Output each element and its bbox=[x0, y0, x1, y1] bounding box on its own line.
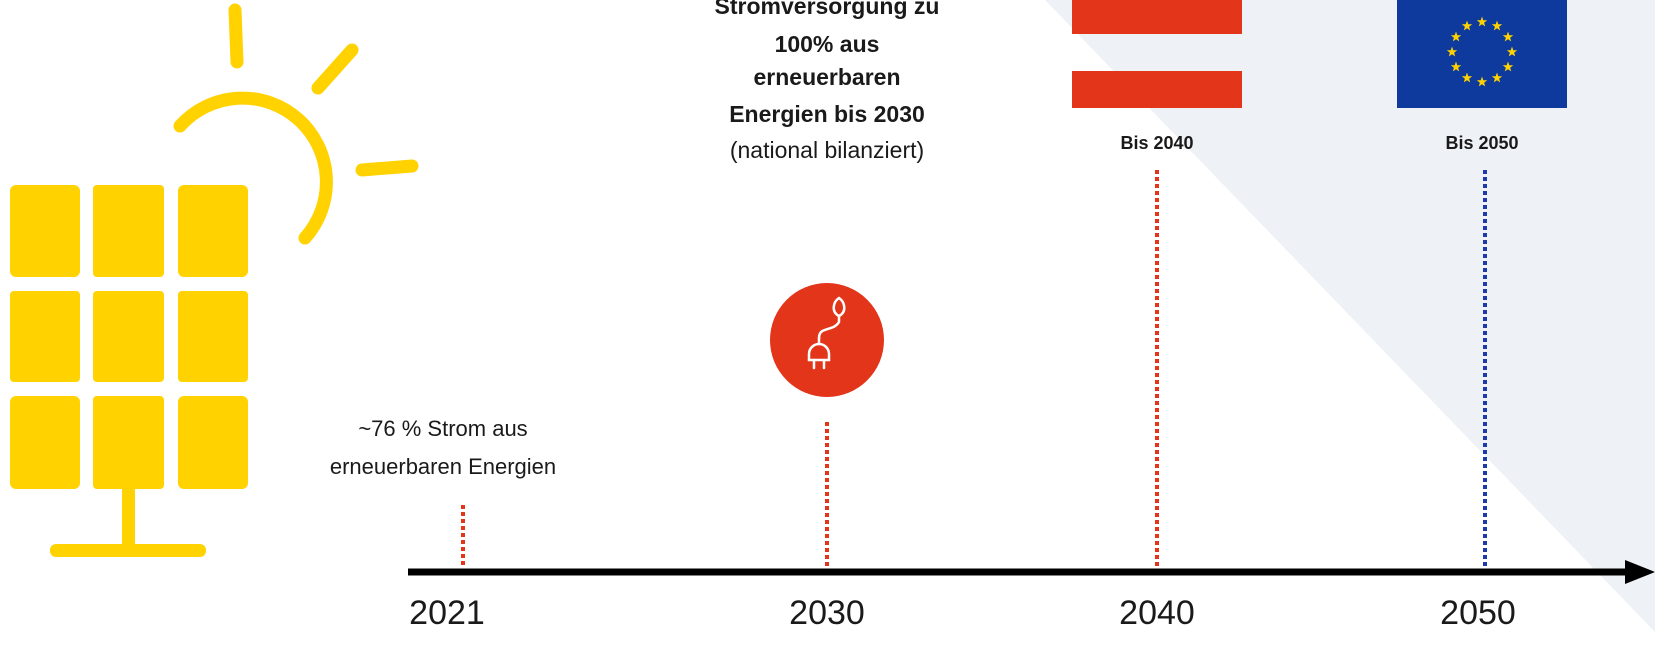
solar-panel-icon bbox=[10, 185, 248, 557]
timeline-slide: Stromversorgung zu 100% aus erneuerbaren… bbox=[0, 0, 1655, 659]
milestone-text: erneuerbaren bbox=[753, 64, 900, 90]
year-label: 2030 bbox=[789, 594, 865, 632]
milestone-label: Bis 2040 bbox=[1120, 133, 1193, 153]
plug-icon bbox=[770, 283, 884, 397]
milestone-label: Bis 2050 bbox=[1445, 133, 1518, 153]
year-label: 2021 bbox=[409, 594, 485, 632]
timeline-axis bbox=[408, 560, 1655, 584]
milestone-text: Stromversorgung zu bbox=[715, 0, 940, 19]
year-label: 2040 bbox=[1119, 594, 1195, 632]
eu-flag bbox=[1397, 0, 1567, 108]
milestone-text: erneuerbaren Energien bbox=[330, 454, 556, 479]
year-label: 2050 bbox=[1440, 594, 1516, 632]
milestone-note: (national bilanziert) bbox=[730, 137, 924, 163]
milestone-text: 100% aus bbox=[775, 31, 880, 57]
milestone-text: ~76 % Strom aus bbox=[358, 416, 527, 441]
milestone-text: Energien bis 2030 bbox=[729, 101, 925, 127]
